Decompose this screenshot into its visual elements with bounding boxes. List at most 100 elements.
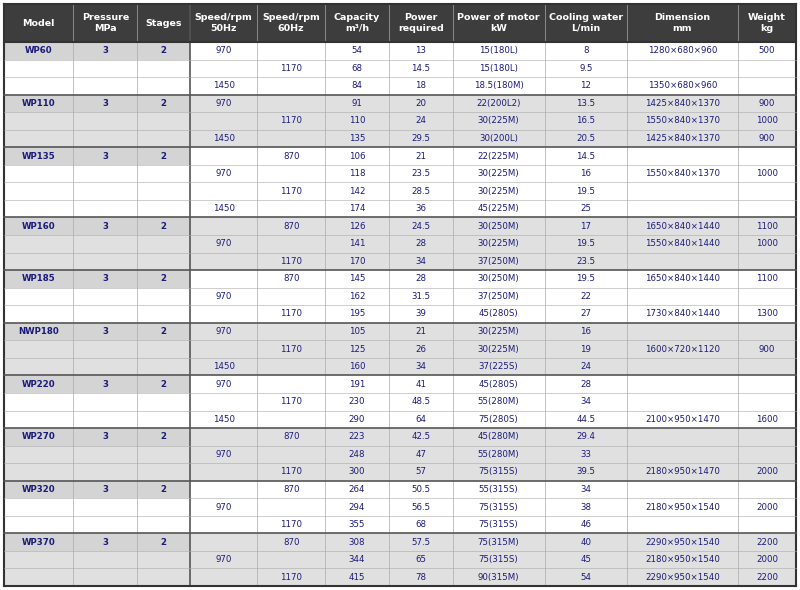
Text: 90(315M): 90(315M) [478, 573, 519, 582]
Text: Cooling water
L/min: Cooling water L/min [549, 14, 623, 32]
Bar [4, 481, 74, 499]
Text: Model: Model [22, 18, 55, 28]
Text: WP60: WP60 [25, 46, 53, 55]
Text: 264: 264 [349, 485, 365, 494]
Bar [4, 270, 796, 288]
Bar [4, 253, 796, 270]
Text: 26: 26 [415, 345, 426, 353]
Text: 2000: 2000 [756, 467, 778, 477]
Text: 1170: 1170 [280, 116, 302, 126]
Text: 900: 900 [758, 134, 775, 143]
Text: Pressure
MPa: Pressure MPa [82, 14, 129, 32]
Bar [138, 428, 190, 445]
Text: 1450: 1450 [213, 415, 234, 424]
Text: 24: 24 [415, 116, 426, 126]
Text: 44.5: 44.5 [576, 415, 595, 424]
Bar [74, 375, 138, 393]
Text: 2180×950×1540: 2180×950×1540 [645, 555, 720, 564]
Text: 970: 970 [215, 292, 232, 301]
Text: 870: 870 [283, 222, 299, 231]
Text: 30(200L): 30(200L) [479, 134, 518, 143]
Bar [4, 60, 796, 77]
Text: 29.4: 29.4 [576, 432, 595, 441]
Text: 1170: 1170 [280, 257, 302, 266]
Text: 28: 28 [415, 240, 426, 248]
Text: 39.5: 39.5 [576, 467, 595, 477]
Text: Speed/rpm
50Hz: Speed/rpm 50Hz [194, 14, 253, 32]
Bar [4, 411, 796, 428]
Text: 46: 46 [580, 520, 591, 529]
Bar [74, 428, 138, 445]
Text: 45(280S): 45(280S) [478, 310, 518, 319]
Text: 1170: 1170 [280, 310, 302, 319]
Bar [4, 218, 796, 235]
Bar [4, 42, 74, 60]
Text: 39: 39 [415, 310, 426, 319]
Text: 223: 223 [349, 432, 365, 441]
Text: 30(250M): 30(250M) [478, 274, 519, 283]
Text: 47: 47 [415, 450, 426, 459]
Text: 142: 142 [349, 186, 365, 196]
Bar [74, 148, 138, 165]
Text: 970: 970 [215, 327, 232, 336]
Text: 34: 34 [580, 485, 591, 494]
Text: 1100: 1100 [756, 222, 778, 231]
Text: 3: 3 [102, 99, 108, 108]
Text: WP320: WP320 [22, 485, 55, 494]
Text: 1170: 1170 [280, 573, 302, 582]
Text: 2: 2 [161, 222, 166, 231]
Bar [4, 77, 796, 94]
Text: 2100×950×1470: 2100×950×1470 [645, 415, 720, 424]
Text: 1550×840×1370: 1550×840×1370 [645, 169, 720, 178]
Text: 14.5: 14.5 [576, 152, 595, 160]
Text: 970: 970 [215, 169, 232, 178]
Text: 970: 970 [215, 380, 232, 389]
Text: 30(225M): 30(225M) [478, 116, 519, 126]
Text: 1170: 1170 [280, 467, 302, 477]
Text: 48.5: 48.5 [411, 397, 430, 407]
Text: 36: 36 [415, 204, 426, 213]
Text: 25: 25 [580, 204, 591, 213]
Text: 2: 2 [161, 537, 166, 546]
Text: 344: 344 [349, 555, 365, 564]
Text: 37(250M): 37(250M) [478, 292, 519, 301]
Text: 1100: 1100 [756, 274, 778, 283]
Text: WP185: WP185 [22, 274, 55, 283]
Text: 174: 174 [349, 204, 365, 213]
Text: 34: 34 [415, 362, 426, 371]
Text: 21: 21 [415, 327, 426, 336]
Bar [4, 130, 796, 148]
Text: 106: 106 [349, 152, 365, 160]
Text: 3: 3 [102, 274, 108, 283]
Bar [4, 393, 796, 411]
Text: 1350×680×960: 1350×680×960 [648, 81, 717, 90]
Text: 1425×840×1370: 1425×840×1370 [645, 134, 720, 143]
Text: 110: 110 [349, 116, 365, 126]
Text: 126: 126 [349, 222, 365, 231]
Text: 30(225M): 30(225M) [478, 240, 519, 248]
Bar [4, 305, 796, 323]
Text: WP110: WP110 [22, 99, 55, 108]
Text: 65: 65 [415, 555, 426, 564]
Bar [4, 463, 796, 481]
Text: 15(180L): 15(180L) [479, 46, 518, 55]
Text: 19.5: 19.5 [576, 240, 595, 248]
Text: 17: 17 [580, 222, 591, 231]
Text: 294: 294 [349, 503, 365, 512]
Bar [4, 112, 796, 130]
Text: 30(225M): 30(225M) [478, 169, 519, 178]
Text: 68: 68 [415, 520, 426, 529]
Text: 13.5: 13.5 [576, 99, 595, 108]
Text: 145: 145 [349, 274, 365, 283]
Text: 16.5: 16.5 [576, 116, 595, 126]
Bar [4, 94, 796, 112]
Text: 3: 3 [102, 327, 108, 336]
Text: 75(315S): 75(315S) [478, 467, 518, 477]
Text: 415: 415 [349, 573, 365, 582]
Text: 3: 3 [102, 537, 108, 546]
Bar [4, 288, 796, 305]
Text: 22: 22 [580, 292, 591, 301]
Text: 13: 13 [415, 46, 426, 55]
Text: Dimension
mm: Dimension mm [654, 14, 710, 32]
Bar [4, 200, 796, 218]
